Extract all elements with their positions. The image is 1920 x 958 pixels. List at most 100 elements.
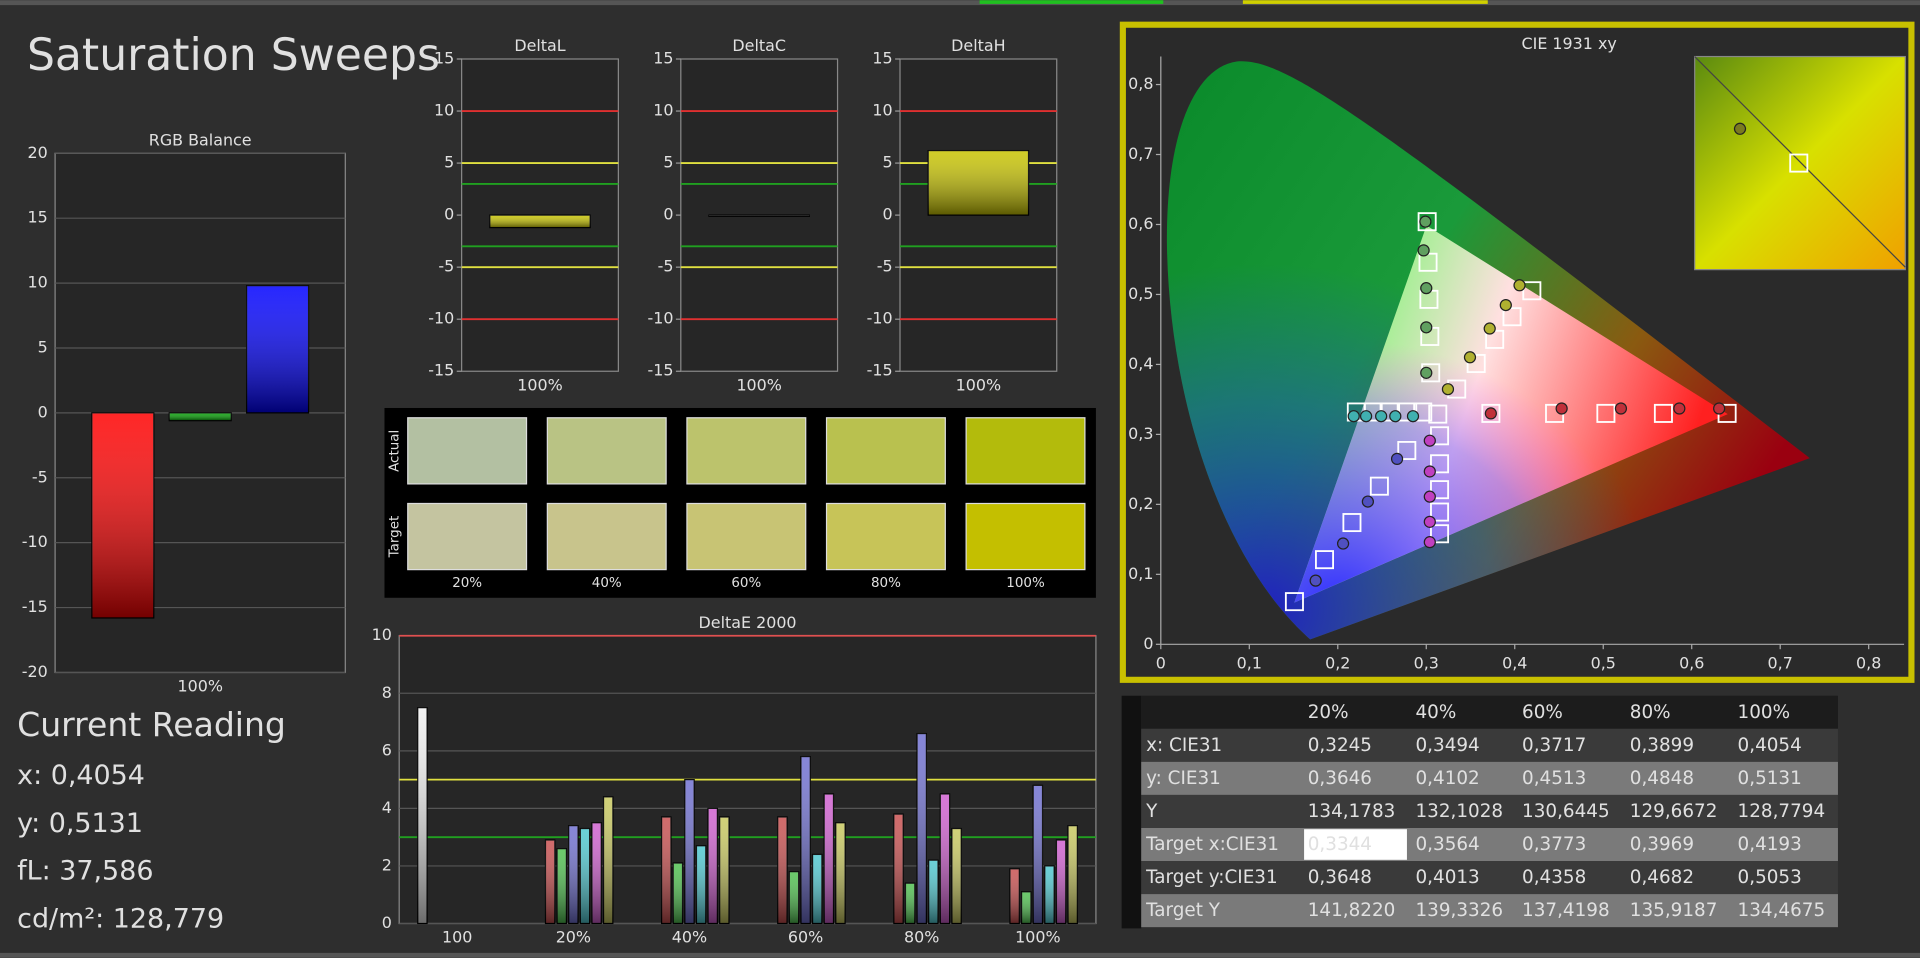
table-cell: 134,1783 xyxy=(1308,801,1396,822)
y-tick-label: -20 xyxy=(22,662,48,681)
bar xyxy=(823,793,835,925)
measured-point xyxy=(1309,574,1322,587)
x-tick-label: 100 xyxy=(442,928,472,947)
x-tick-label: 0,2 xyxy=(1325,653,1350,672)
table-cell: 0,4102 xyxy=(1416,768,1480,789)
measured-point xyxy=(1499,298,1512,312)
y-tick-label: 15 xyxy=(872,49,892,68)
x-tick-label: 100% xyxy=(177,677,222,696)
bar xyxy=(489,214,591,229)
measured-point xyxy=(1423,536,1436,549)
table-row-label: Target Y xyxy=(1145,900,1221,921)
x-tick-label: 100% xyxy=(1015,928,1060,947)
table-cell: 132,1028 xyxy=(1416,801,1504,822)
y-tick-label: 0,3 xyxy=(1128,424,1153,443)
measured-point xyxy=(1441,383,1455,396)
y-tick-label: 0 xyxy=(444,205,454,224)
measured-point xyxy=(1513,279,1526,292)
reading-line: cd/m²: 128,779 xyxy=(17,903,224,934)
column-label: 40% xyxy=(592,576,622,591)
bar xyxy=(684,779,695,925)
table-column-header: 60% xyxy=(1522,702,1563,723)
target-point xyxy=(1466,354,1486,374)
x-tick-label: 0,3 xyxy=(1414,653,1439,672)
bar xyxy=(916,732,927,925)
row-label: Target xyxy=(387,516,402,559)
measured-point xyxy=(1419,215,1432,228)
chart-title: DeltaC xyxy=(732,36,786,55)
table-column-header: 20% xyxy=(1308,702,1349,723)
table-cell: 130,6445 xyxy=(1522,801,1610,822)
y-tick-label: -5 xyxy=(438,257,454,276)
column-label: 20% xyxy=(452,576,482,591)
y-tick-label: 0,8 xyxy=(1128,74,1153,93)
bar xyxy=(1055,839,1067,925)
y-tick-label: 5 xyxy=(444,153,454,172)
column-label: 60% xyxy=(731,576,761,591)
table-row-bg xyxy=(1141,861,1838,895)
table-column-header: 100% xyxy=(1738,702,1791,723)
table-cell: 0,4513 xyxy=(1522,768,1586,789)
cie-diagram xyxy=(1166,61,1810,640)
table-row-bg xyxy=(1141,894,1838,928)
measured-point xyxy=(1423,465,1436,478)
chart-title: RGB Balance xyxy=(149,131,252,150)
target-point xyxy=(1522,281,1542,301)
table-row-label: y: CIE31 xyxy=(1146,768,1221,789)
table-cell: 0,3969 xyxy=(1630,834,1694,855)
table-cell: 0,3245 xyxy=(1308,735,1372,756)
table-cell: 141,8220 xyxy=(1308,900,1396,921)
bar xyxy=(835,822,846,925)
inset-point xyxy=(1733,122,1747,135)
table-cell: 0,4013 xyxy=(1416,867,1480,888)
bar xyxy=(91,412,155,619)
table-row-label: Target y:CIE31 xyxy=(1145,867,1278,888)
bar xyxy=(417,707,428,925)
y-tick-label: 2 xyxy=(382,855,392,874)
bar xyxy=(672,862,684,925)
table-column-header: 80% xyxy=(1630,702,1671,723)
table-cell: 0,4054 xyxy=(1738,735,1802,756)
y-tick-label: 0,6 xyxy=(1128,214,1153,233)
bar xyxy=(556,848,568,925)
y-tick-label: 15 xyxy=(28,208,48,227)
x-tick-label: 60% xyxy=(788,928,823,947)
x-tick-label: 100% xyxy=(517,375,562,394)
measured-point xyxy=(1347,410,1360,423)
table-cell: 0,3648 xyxy=(1308,867,1372,888)
target-point xyxy=(1428,404,1448,424)
target-point xyxy=(1417,212,1437,232)
measured-point xyxy=(1423,515,1436,528)
measured-point xyxy=(1406,410,1420,423)
y-tick-label: -5 xyxy=(32,467,48,486)
table-cell: 135,9187 xyxy=(1630,900,1718,921)
y-tick-label: 10 xyxy=(653,101,673,120)
bar xyxy=(788,871,800,925)
table-row-bg xyxy=(1141,794,1838,828)
y-tick-label: 0,4 xyxy=(1128,354,1153,373)
bar xyxy=(1020,891,1032,925)
target-point xyxy=(1284,592,1304,612)
chart-title: DeltaE 2000 xyxy=(699,613,797,632)
x-tick-label: 100% xyxy=(736,375,781,394)
x-tick-label: 0,5 xyxy=(1591,653,1616,672)
x-tick-label: 0,7 xyxy=(1768,653,1793,672)
swatch-target xyxy=(546,502,667,571)
measured-point xyxy=(1417,244,1430,257)
y-tick-label: 0 xyxy=(382,913,392,932)
y-tick-label: -15 xyxy=(867,361,893,380)
tab-indicator xyxy=(979,0,1164,4)
inset-target xyxy=(1789,153,1809,173)
measured-point xyxy=(1336,537,1350,550)
measured-point xyxy=(1420,366,1433,379)
target-point xyxy=(1502,307,1522,327)
y-tick-label: -10 xyxy=(647,309,673,328)
bar xyxy=(568,825,579,925)
swatch-target xyxy=(686,502,807,571)
table-row-bg xyxy=(1141,827,1838,862)
bar xyxy=(1044,865,1055,925)
table-cell: 0,3717 xyxy=(1522,735,1586,756)
reading-line: y: 0,5131 xyxy=(17,808,143,839)
y-tick-label: 4 xyxy=(382,798,392,817)
